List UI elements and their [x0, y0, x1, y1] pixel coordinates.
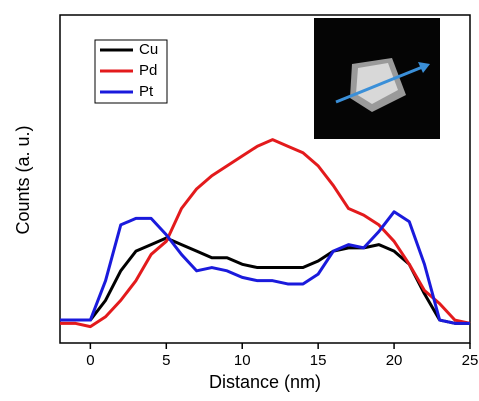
x-tick-label: 20 [386, 352, 403, 369]
legend-label: Pt [139, 83, 154, 100]
x-tick-label: 15 [310, 352, 327, 369]
x-tick-label: 25 [462, 352, 479, 369]
series-line [60, 138, 471, 329]
x-tick-label: 0 [86, 352, 94, 369]
plot-frame [59, 14, 471, 344]
legend-label: Cu [139, 41, 158, 58]
series-line [60, 236, 470, 325]
legend-label: Pd [139, 62, 157, 79]
x-axis-title: Distance (nm) [209, 372, 321, 392]
inset-image [314, 18, 440, 139]
y-axis-title: Counts (a. u.) [13, 125, 33, 234]
x-tick-label: 10 [234, 352, 251, 369]
series-line [60, 210, 470, 325]
x-tick-label: 5 [162, 352, 170, 369]
